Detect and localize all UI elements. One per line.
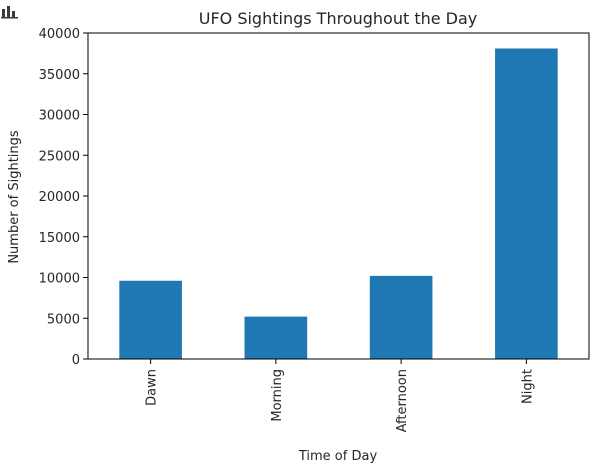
bar-afternoon [369, 275, 433, 359]
y-tick-label: 15000 [39, 231, 80, 246]
y-axis-label: Number of Sightings [7, 130, 22, 264]
x-axis-ticks: Dawn Morning Afternoon Night [145, 359, 535, 432]
x-tick-label: Morning [270, 369, 285, 422]
bar-morning [244, 316, 308, 359]
bar-dawn [119, 280, 182, 359]
x-tick-label: Dawn [145, 369, 160, 406]
x-tick-label: Afternoon [395, 369, 410, 432]
x-tick-label: Night [520, 369, 535, 404]
y-tick-label: 30000 [39, 109, 80, 124]
chart-title: UFO Sightings Throughout the Day [199, 9, 478, 28]
x-axis-label: Time of Day [298, 449, 378, 464]
y-tick-label: 5000 [47, 312, 80, 327]
bar-night [495, 48, 558, 360]
y-tick-label: 35000 [39, 68, 80, 83]
y-tick-label: 25000 [39, 149, 80, 164]
y-tick-label: 40000 [39, 27, 80, 42]
y-tick-label: 20000 [39, 190, 80, 205]
plot-frame [87, 32, 590, 360]
bar-chart-icon[interactable] [1, 5, 19, 19]
bars-group [119, 48, 558, 360]
y-axis-ticks: 0 5000 10000 15000 20000 25000 30000 35000 40000 [39, 27, 88, 368]
y-tick-label: 10000 [39, 272, 80, 287]
y-tick-label: 0 [72, 353, 80, 368]
